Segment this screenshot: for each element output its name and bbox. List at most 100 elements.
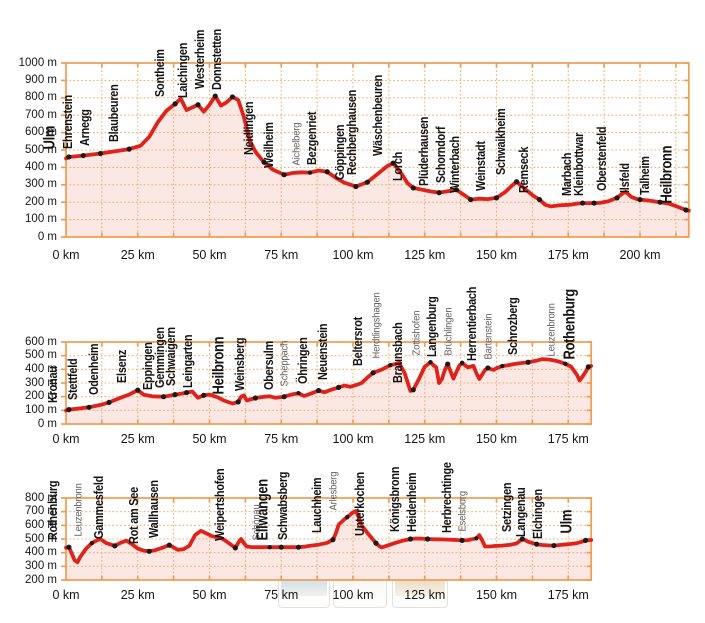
x-axis-label: 25 km — [120, 588, 155, 602]
elevation-line-rothenburg-ulm — [64, 509, 594, 565]
city-label-talheim: Talheim — [636, 156, 652, 196]
city-label-rechberghausen: Rechberghausen — [343, 90, 359, 176]
city-label-schwaigern: Schwaigern — [163, 326, 179, 386]
map-thumbnail — [333, 576, 387, 608]
y-axis-label: 200 m — [25, 390, 57, 403]
x-axis-label: 75 km — [264, 432, 299, 446]
waypoint-dot-talheim — [657, 199, 663, 205]
waypoint-dot-heilbronn — [235, 399, 241, 405]
waypoint-dot-marbach — [580, 200, 586, 206]
y-axis-label: 0 m — [37, 230, 57, 243]
waypoint-dot-neuenstein — [336, 384, 342, 390]
y-axis-label: 600 m — [25, 126, 57, 139]
city-label-wallhausen: Wallhausen — [145, 480, 161, 539]
city-label-braunsbach: Braunsbach — [389, 322, 405, 383]
waypoint-dot-scheppach — [296, 391, 301, 396]
city-label-scheppach: Scheppach — [278, 340, 291, 387]
y-axis-label: 700 m — [25, 108, 57, 121]
waypoint-dot-neidlingen — [261, 159, 267, 165]
waypoint-dot-setzingen — [519, 536, 525, 542]
waypoint-dot-arnegg — [97, 150, 104, 157]
city-label-aichelberg: Aichelberg — [290, 122, 303, 166]
city-label-weinsberg: Weinsberg — [231, 337, 247, 392]
waypoint-dot-plüderhausen — [436, 190, 442, 196]
city-label-elchingen: Elchingen — [530, 488, 546, 539]
waypoint-dot-ellwangen — [278, 544, 284, 550]
city-label-heilbronn: Heilbronn — [210, 337, 228, 395]
city-label-öhringen: Öhringen — [295, 336, 311, 384]
photo-thumbnail-blue — [278, 576, 330, 608]
city-label-schwabsberg: Schwabsberg — [274, 471, 290, 541]
waypoint-dot-winterbach — [468, 196, 474, 203]
city-label-bartenstein: Bartenstein — [482, 313, 495, 360]
x-axis-label: 0 km — [52, 248, 80, 262]
elevation-line-kronau-rothenburg — [64, 357, 594, 413]
city-label-arlesberg: Arlesberg — [327, 471, 340, 511]
waypoint-dot-gemmingen — [172, 392, 178, 398]
waypoint-dot-obersulm — [281, 394, 287, 400]
y-axis-label: 900 m — [25, 73, 57, 86]
city-label-leingarten: Leingarten — [180, 334, 196, 389]
waypoint-dot-schönau — [267, 545, 272, 550]
x-axis-label: 125 km — [404, 248, 446, 262]
city-label-zottishofen: Zottishofen — [410, 310, 423, 356]
city-label-rot-am-see: Rot am See — [125, 487, 141, 545]
waypoint-dot-elsenz — [135, 387, 141, 393]
photo-thumbnail-blue-image — [281, 579, 327, 596]
city-label-ilsfeld: Ilsfeld — [616, 162, 632, 193]
waypoint-dot-rechberghausen — [364, 179, 370, 185]
waypoint-dot-weinstadt — [493, 195, 500, 201]
chart-ulm-heilbronn — [61, 62, 691, 238]
city-label-schwaikheim: Schwaikheim — [493, 108, 509, 175]
photo-thumbnail-tan-image — [395, 579, 445, 596]
city-label-weinstadt: Weinstadt — [473, 141, 488, 191]
y-axis-label: 500 m — [25, 532, 57, 545]
waypoint-dot-brüchlingen — [459, 360, 465, 365]
x-axis-label: 175 km — [547, 432, 589, 446]
x-axis-label: 100 km — [332, 248, 374, 262]
waypoint-dot-wallhausen — [166, 542, 172, 548]
city-label-rothenburg: Rothenburg — [45, 480, 61, 541]
waypoint-dot-aichelberg — [307, 170, 313, 175]
y-axis-label: 700 m — [25, 505, 57, 518]
city-label-winterbach: Winterbach — [447, 135, 463, 193]
city-label-sontheim: Sontheim — [151, 49, 167, 97]
city-label-remseck: Remseck — [516, 146, 532, 193]
waypoint-dot-ehrenstein — [80, 152, 86, 159]
x-axis-label: 75 km — [264, 588, 299, 602]
waypoint-dot-leuzenbronn — [563, 361, 568, 367]
y-axis-label: 600 m — [25, 335, 57, 348]
city-label-wäschenbeuren: Wäschenbeuren — [369, 74, 385, 157]
city-label-herbrechtinge: Herbrechtinge — [438, 462, 454, 534]
waypoint-dot-leuzenbronn — [89, 540, 95, 546]
x-axis-label: 25 km — [120, 248, 155, 262]
y-axis-label: 100 m — [25, 403, 57, 416]
waypoint-dot-göppingen — [353, 183, 359, 190]
city-label-lauchheim: Lauchheim — [309, 477, 325, 533]
city-label-gammesfeld: Gammesfeld — [91, 475, 107, 539]
waypoint-dot-laichingen — [195, 102, 201, 108]
city-label-odenheim: Odenheim — [85, 344, 101, 396]
x-axis-label: 50 km — [192, 432, 227, 446]
x-axis-label: 125 km — [404, 432, 446, 446]
city-label-bezgenriet: Bezgenriet — [303, 111, 319, 165]
y-axis-label: 200 m — [25, 195, 57, 208]
chart-kronau-rothenburg — [61, 341, 594, 425]
city-label-stettfeld: Stettfeld — [65, 358, 81, 401]
y-axis-label: 100 m — [25, 213, 57, 226]
x-axis-label: 150 km — [476, 248, 517, 262]
waypoint-dot-herdtlingshagen — [388, 363, 393, 368]
city-label-westerheim: Westerheim — [191, 29, 207, 90]
waypoint-dot-zottishofen — [428, 360, 433, 365]
waypoint-dot-blaubeuren — [126, 146, 132, 152]
y-axis-label: 800 m — [25, 91, 57, 104]
photo-thumbnail-tan — [392, 576, 448, 608]
city-label-leuzenbronn: Leuzenbronn — [72, 482, 85, 537]
waypoint-dot-rothenburg — [585, 364, 591, 370]
waypoint-dot-herrentierbach — [485, 365, 491, 371]
y-axis-label: 500 m — [25, 143, 57, 156]
city-label-arnegg: Arnegg — [76, 109, 92, 147]
waypoint-dot-weinsberg — [252, 395, 259, 401]
